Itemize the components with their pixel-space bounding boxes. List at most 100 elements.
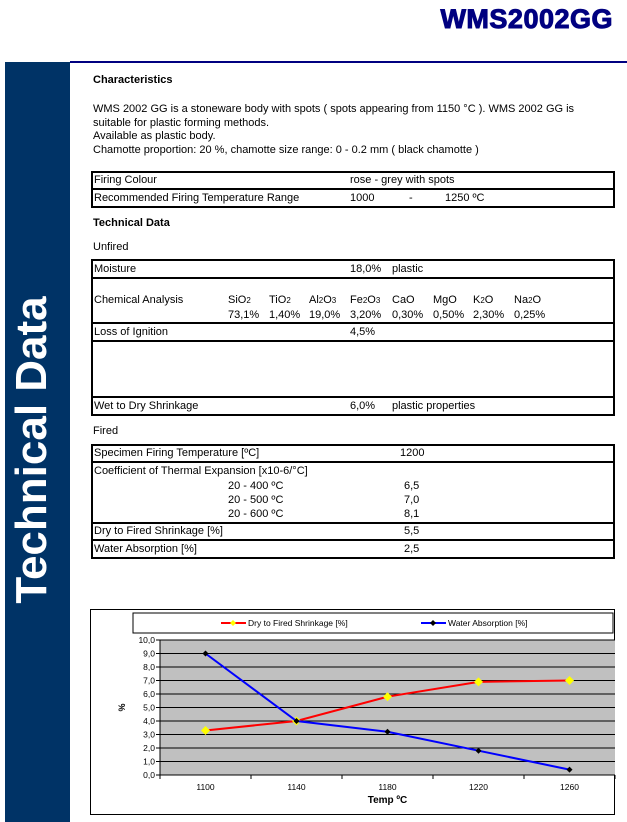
desc-p3: Chamotte proportion: 20 %, chamotte size… (93, 143, 479, 156)
element-text: Na (514, 294, 529, 306)
y-tick-label: 8,0 (143, 662, 155, 672)
empty-row (93, 342, 613, 398)
y-tick-label: 7,0 (143, 676, 155, 686)
label: Wet to Dry Shrinkage (94, 400, 199, 412)
x-axis-label: Temp ºC (368, 795, 408, 806)
value: 18,0% (350, 263, 382, 275)
unfired-table: Moisture 18,0% plastic Chemical Analysis Si… (91, 259, 615, 416)
data-point (384, 728, 391, 735)
element-text: MgO (433, 294, 457, 306)
y-axis-label: % (117, 703, 127, 711)
chem-value: 0,50% (433, 309, 465, 321)
data-point (565, 676, 574, 685)
data-point (383, 692, 392, 702)
element-text: O (367, 294, 376, 306)
line-chart: 0,0 1,0 2,0 3,0 4,0 5,0 6,0 7,0 8,0 9,0 10,0 1100 11… (117, 612, 616, 806)
data-point (474, 677, 483, 687)
value: 6,0% (350, 400, 376, 412)
note: plastic (392, 263, 424, 275)
subscript: 2 (362, 296, 368, 305)
chem-value: 73,1% (228, 309, 260, 321)
desc-p1: WMS 2002 GG is a stoneware body with spo… (93, 103, 575, 129)
sidebar-label: Technical Data (7, 296, 56, 604)
x-tick-label: 1260 (560, 782, 579, 792)
data-point (566, 766, 573, 773)
data-point (201, 725, 210, 735)
characteristics-text: WMS 2002 GG is a stoneware body with spo… (93, 103, 613, 157)
subscript: 2 (246, 296, 251, 305)
label: Recommended Firing Temperature Range (94, 192, 300, 204)
chem-element: K2O (473, 294, 493, 306)
chem-element: CaO (392, 294, 415, 306)
x-tick-label: 1140 (287, 782, 306, 792)
label: Dry to Fired Shrinkage [%] (94, 525, 223, 537)
characteristics-heading: Characteristics (93, 74, 173, 86)
chem-value: 0,25% (514, 309, 546, 321)
desc-p2: Available as plastic body. (93, 130, 216, 142)
chem-element: TiO2 (269, 294, 291, 306)
note: plastic properties (392, 400, 476, 412)
label: Water Absorption [%] (94, 543, 197, 555)
sep: - (409, 192, 413, 204)
value: 4,5% (350, 326, 376, 338)
value: rose - grey with spots (350, 174, 455, 186)
subscript: 2 (286, 296, 291, 305)
x-tick-label: 1220 (469, 782, 488, 792)
element-text: CaO (392, 294, 415, 306)
subscript: 2 (318, 296, 324, 305)
element-text: Al (309, 294, 319, 306)
subscript: 2 (480, 296, 485, 305)
value: 1200 (400, 447, 425, 459)
cte-range: 20 - 500 ºC (228, 494, 284, 506)
sidebar (5, 62, 70, 822)
x-tick-label: 1100 (196, 782, 215, 792)
chem-element: SiO2 (228, 294, 251, 306)
element-text: O (484, 294, 494, 306)
data-point (475, 747, 482, 754)
chem-element: Al2O3 (309, 294, 336, 306)
label: Firing Colour (94, 174, 157, 186)
product-title: WMS2002GG (440, 4, 613, 35)
legend-label: Water Absorption [%] (448, 618, 528, 628)
cte-range: 20 - 400 ºC (228, 480, 284, 492)
cte-value: 8,1 (404, 508, 420, 520)
cte-value: 7,0 (404, 494, 420, 506)
chem-value: 1,40% (269, 309, 301, 321)
label: Moisture (94, 263, 137, 275)
value: 1250 ºC (445, 192, 485, 204)
y-tick-label: 10,0 (138, 635, 155, 645)
label: Chemical Analysis (94, 294, 184, 306)
chem-value: 2,30% (473, 309, 505, 321)
label: Loss of Ignition (94, 326, 168, 338)
technical-heading: Technical Data (93, 217, 170, 229)
label: Coefficient of Thermal Expansion [x10-6/… (94, 465, 308, 477)
x-tick-label: 1180 (378, 782, 397, 792)
y-tick-label: 1,0 (143, 757, 155, 767)
element-text: O (323, 294, 332, 306)
header-rule (70, 61, 627, 63)
legend-label: Dry to Fired Shrinkage [%] (248, 618, 348, 628)
subscript: 2 (528, 296, 533, 305)
label: Specimen Firing Temperature [ºC] (94, 447, 260, 459)
y-tick-label: 0,0 (143, 770, 155, 780)
element-text: K (473, 294, 481, 306)
y-tick-label: 6,0 (143, 689, 155, 699)
legend-box (132, 612, 614, 634)
cte-range: 20 - 600 ºC (228, 508, 284, 520)
chem-element: Na2O (514, 294, 541, 306)
unfired-heading: Unfired (93, 241, 129, 253)
y-tick-label: 5,0 (143, 703, 155, 713)
chem-value: 0,30% (392, 309, 424, 321)
chem-value: 3,20% (350, 309, 382, 321)
chem-element: Fe2O3 (350, 294, 380, 306)
value: 2,5 (404, 543, 420, 555)
value: 5,5 (404, 525, 420, 537)
legend-marker (430, 620, 436, 626)
value: 1000 (350, 192, 375, 204)
legend-marker (230, 620, 236, 626)
y-tick-label: 9,0 (143, 649, 155, 659)
cte-value: 6,5 (404, 480, 420, 492)
fired-heading: Fired (93, 425, 119, 437)
y-tick-label: 3,0 (143, 730, 155, 740)
element-text: O (532, 294, 542, 306)
